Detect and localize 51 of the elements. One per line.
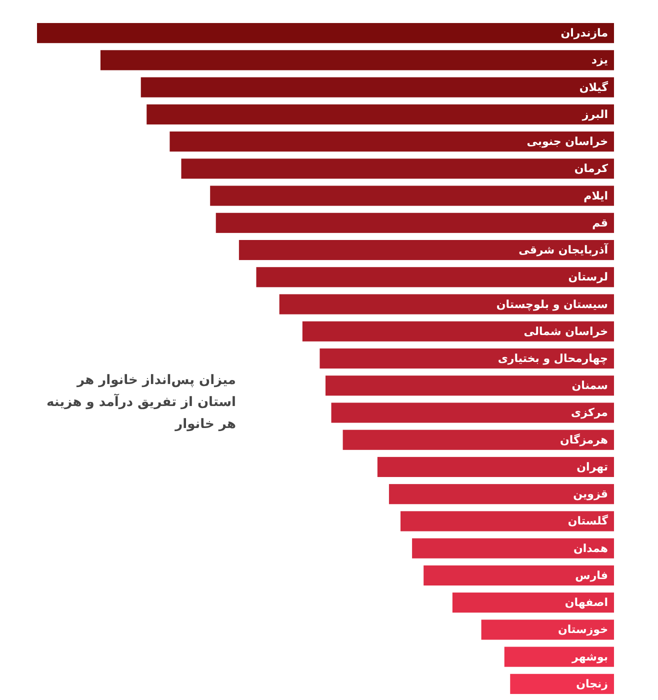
bar bbox=[279, 294, 614, 314]
y-tick-label: سیستان و بلوچستان bbox=[496, 298, 608, 311]
bar bbox=[210, 186, 614, 206]
y-tick-label: خراسان شمالی bbox=[524, 324, 608, 338]
y-tick-label: همدان bbox=[573, 542, 608, 555]
bar bbox=[388, 484, 614, 504]
y-tick-label: مرکزی bbox=[571, 406, 608, 420]
bar bbox=[504, 646, 614, 667]
bar bbox=[216, 212, 614, 233]
bar bbox=[320, 348, 614, 369]
y-tick-label: خوزستان bbox=[558, 623, 608, 636]
y-tick-label: قزوین bbox=[573, 488, 608, 501]
y-tick-label: لرستان bbox=[568, 270, 608, 284]
y-tick-label: البرز bbox=[581, 108, 608, 121]
bar bbox=[326, 376, 614, 396]
y-tick-label: مازندران bbox=[560, 26, 608, 40]
y-tick-label: بوشهر bbox=[571, 650, 608, 664]
bar bbox=[37, 23, 614, 44]
y-tick-label: تهران bbox=[576, 460, 608, 474]
bar bbox=[238, 240, 614, 260]
bar bbox=[170, 132, 614, 152]
bar bbox=[412, 538, 614, 558]
bar bbox=[146, 104, 614, 124]
bar bbox=[452, 592, 614, 613]
bar bbox=[510, 674, 614, 694]
bar bbox=[331, 402, 614, 423]
y-tick-label: آذربایجان شرقی bbox=[518, 242, 608, 257]
y-tick-label: خراسان جنوبی bbox=[526, 135, 608, 148]
y-tick-label: چهارمحال و بختیاری bbox=[498, 352, 608, 365]
bar bbox=[400, 511, 614, 532]
y-tick-label: فارس bbox=[575, 568, 608, 582]
y-tick-label: گلستان bbox=[568, 514, 609, 528]
y-tick-label: قم bbox=[592, 216, 608, 230]
y-tick-label: اصفهان bbox=[564, 596, 608, 610]
y-tick-label: یزد bbox=[591, 54, 608, 67]
bar bbox=[140, 77, 614, 98]
bar bbox=[100, 50, 614, 70]
y-tick-label: هرمزگان bbox=[560, 433, 608, 446]
annotation: میزان پس‌انداز خانوار هر استان از تفریق درآمد و هزینه هر خانوار bbox=[46, 372, 236, 434]
y-tick-label: ایلام bbox=[584, 189, 608, 202]
bar bbox=[377, 456, 614, 478]
y-tick-label: سمنان bbox=[572, 379, 608, 392]
y-tick-label: گیلان bbox=[579, 80, 609, 94]
bar bbox=[342, 430, 614, 450]
bar bbox=[181, 158, 614, 179]
bar bbox=[302, 321, 614, 342]
y-tick-label: کرمان bbox=[574, 162, 609, 176]
bar bbox=[481, 620, 614, 640]
y-tick-label: زنجان bbox=[576, 677, 608, 690]
bar bbox=[256, 267, 614, 288]
bar bbox=[424, 565, 614, 586]
